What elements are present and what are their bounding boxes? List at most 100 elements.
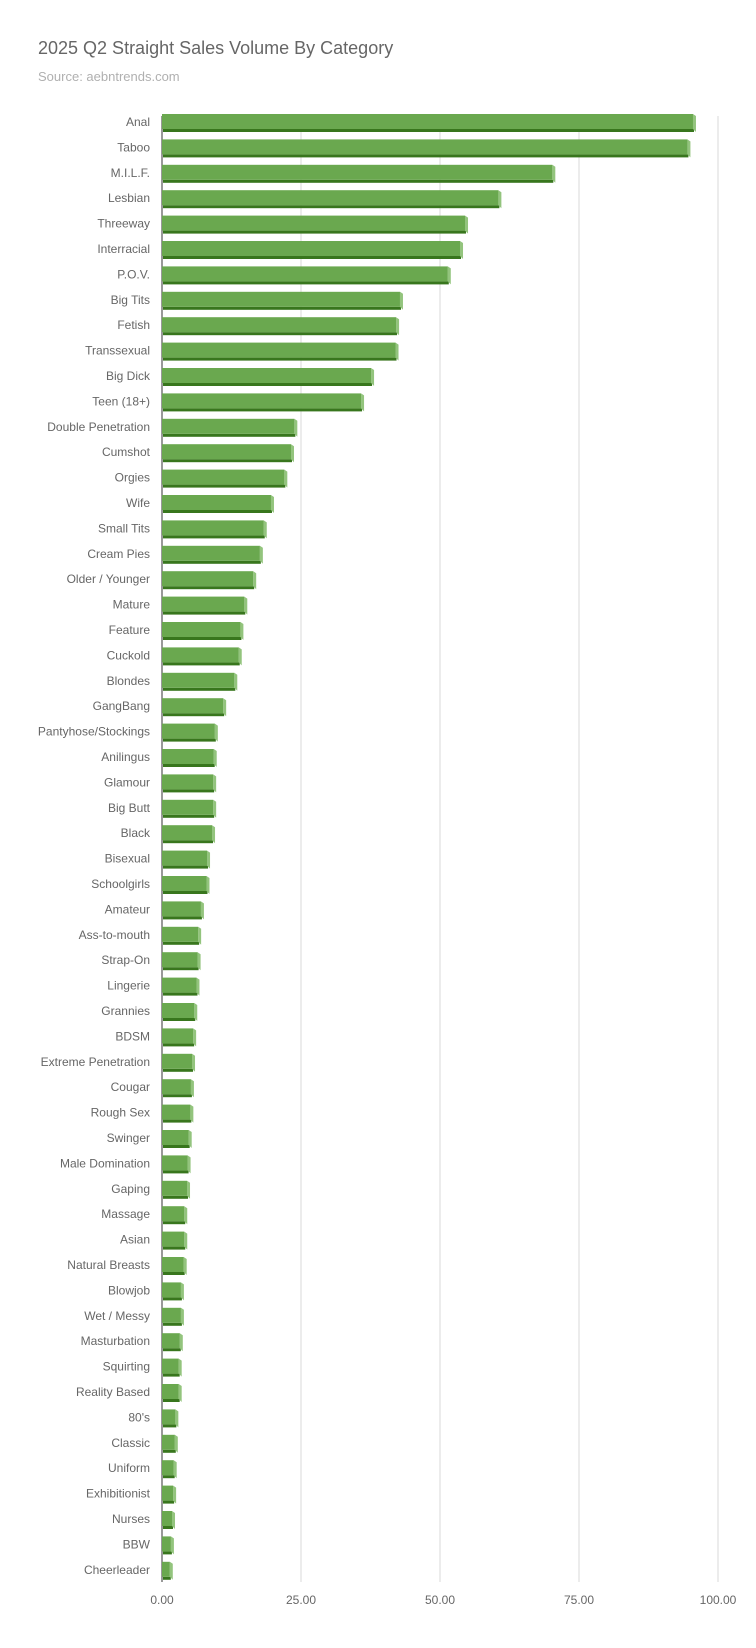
bar — [162, 1053, 196, 1072]
bar — [162, 1384, 182, 1402]
category-label: Extreme Penetration — [41, 1055, 150, 1069]
bar-shadow — [163, 1043, 195, 1047]
category-label: Reality Based — [76, 1385, 150, 1399]
bar-shadow — [163, 865, 209, 869]
bar-shadow — [163, 1297, 182, 1301]
bar-shadow — [163, 1526, 174, 1529]
bar-face — [162, 1028, 194, 1044]
bar-shadow — [163, 1475, 175, 1479]
bar-shadow — [163, 230, 467, 234]
bar-face — [162, 825, 213, 841]
bar-side — [183, 1257, 187, 1275]
category-label: Uniform — [108, 1461, 150, 1475]
category-label: Black — [121, 826, 151, 840]
bar-shadow — [163, 1348, 181, 1352]
bar — [162, 1485, 177, 1504]
category-label: M.I.L.F. — [111, 166, 150, 180]
category-label: Asian — [120, 1233, 150, 1247]
bar-shadow — [163, 1424, 177, 1428]
bar-face — [162, 1561, 170, 1577]
bar — [162, 672, 238, 691]
bar-side — [190, 1079, 194, 1098]
bar — [162, 545, 263, 564]
category-label: Male Domination — [60, 1156, 150, 1170]
bar-face — [162, 1079, 191, 1095]
bar-face — [162, 444, 291, 460]
bar-side — [180, 1282, 184, 1301]
bar-side — [371, 368, 375, 386]
bar-side — [174, 1434, 178, 1453]
bar-side — [244, 596, 248, 615]
bar-face — [162, 241, 461, 256]
category-label: Cougar — [111, 1080, 150, 1094]
bars — [162, 114, 696, 1580]
bar-shadow — [163, 967, 199, 971]
bar-face — [162, 418, 295, 434]
bar-face — [162, 1307, 181, 1323]
bar-shadow — [163, 281, 449, 285]
bar — [162, 850, 211, 869]
bar-side — [200, 901, 204, 920]
bar — [162, 1536, 174, 1555]
bar-shadow — [163, 1576, 171, 1580]
bar-shadow — [163, 306, 401, 310]
bar — [162, 952, 201, 971]
bar-face — [162, 520, 264, 536]
bar-side — [188, 1130, 192, 1148]
bar — [162, 215, 469, 234]
category-label: Small Tits — [98, 521, 150, 535]
bar-shadow — [163, 510, 272, 513]
bar-shadow — [163, 891, 208, 894]
category-label: Ass-to-mouth — [79, 928, 150, 942]
bar-side — [190, 1104, 194, 1123]
bar-shadow — [163, 611, 246, 615]
bar-face — [162, 1257, 184, 1272]
bar-side — [178, 1384, 182, 1402]
category-label: Interracial — [97, 242, 150, 256]
category-label: Swinger — [107, 1131, 150, 1145]
bar-shadow — [163, 433, 296, 437]
bar-side — [270, 495, 274, 513]
bar-face — [162, 317, 397, 333]
category-label: 80's — [128, 1410, 150, 1424]
category-label: Big Tits — [111, 293, 150, 307]
bar-shadow — [163, 383, 373, 386]
category-label: GangBang — [93, 699, 150, 713]
bar — [162, 317, 400, 336]
category-label: Schoolgirls — [91, 877, 150, 891]
bar — [162, 114, 696, 132]
bar — [162, 342, 399, 361]
bar-shadow — [163, 154, 689, 158]
bar-shadow — [163, 357, 397, 361]
bar — [162, 1434, 178, 1453]
category-label: Big Dick — [106, 369, 151, 383]
category-label: Mature — [113, 598, 151, 612]
bar — [162, 1257, 187, 1275]
bar-shadow — [163, 179, 554, 183]
bar — [162, 647, 242, 666]
bar-shadow — [163, 1373, 180, 1377]
bar-face — [162, 1104, 191, 1120]
bar-face — [162, 393, 362, 409]
category-label: P.O.V. — [117, 267, 150, 281]
bar — [162, 799, 217, 818]
category-label: Strap-On — [101, 953, 150, 967]
bar-side — [197, 952, 201, 971]
bar-shadow — [163, 459, 292, 463]
bar — [162, 1155, 191, 1174]
bar — [162, 596, 248, 615]
bar-side — [194, 1003, 198, 1021]
bar-face — [162, 901, 201, 917]
bar — [162, 571, 257, 590]
bar-shadow — [163, 1551, 172, 1555]
bar-face — [162, 215, 466, 231]
bar-side — [187, 1180, 191, 1199]
chart-subtitle: Source: aebntrends.com — [38, 69, 180, 84]
bar-face — [162, 139, 688, 155]
bar-face — [162, 368, 372, 383]
bar-side — [238, 647, 242, 666]
category-label: Exhibitionist — [86, 1487, 151, 1501]
bar-shadow — [163, 1500, 175, 1504]
bar — [162, 1028, 197, 1047]
bar — [162, 1130, 192, 1148]
